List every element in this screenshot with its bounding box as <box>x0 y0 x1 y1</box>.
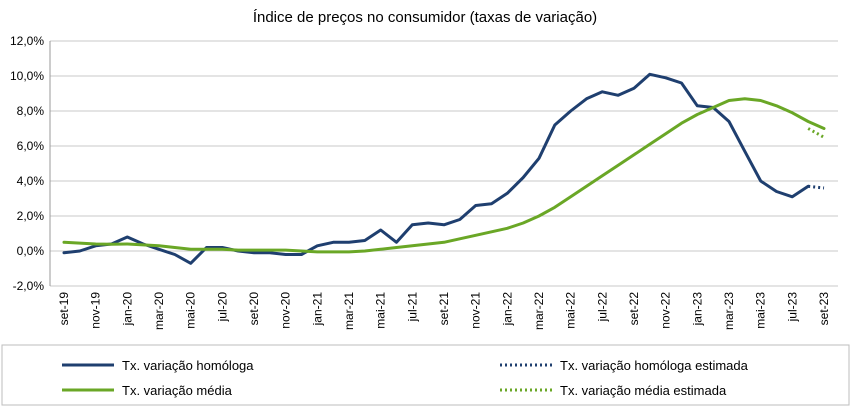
x-tick-label: set-22 <box>627 292 641 326</box>
legend-label: Tx. variação homóloga <box>122 358 254 373</box>
series-lines <box>62 72 826 265</box>
x-tick-label: jul-21 <box>405 292 419 323</box>
x-tick-label: set-21 <box>437 292 451 326</box>
x-axis: set-19 nov-19 jan-20 mar-20 mai-20 jul-20 set-… <box>57 292 831 330</box>
series-line-tx-variacao-media-estimada <box>807 127 825 139</box>
series-line-tx-variacao-homologa <box>62 72 810 265</box>
legend: Tx. variação homóloga Tx. variação homólo… <box>62 358 749 398</box>
x-tick-label: nov-20 <box>279 292 293 329</box>
x-tick-label: nov-19 <box>89 292 103 329</box>
x-tick-label: jul-22 <box>595 292 609 323</box>
gridlines <box>50 40 838 287</box>
x-tick-label: mar-23 <box>722 292 736 330</box>
legend-label: Tx. variação média <box>122 383 233 398</box>
legend-label: Tx. variação homóloga estimada <box>560 358 749 373</box>
x-tick-label: jan-21 <box>310 292 324 327</box>
legend-label: Tx. variação média estimada <box>560 383 727 398</box>
y-tick-label: 12,0% <box>10 34 44 48</box>
legend-box <box>1 344 850 406</box>
y-axis: -2,0% 0,0% 2,0% 4,0% 6,0% 8,0% 10,0% 12,0% <box>10 34 51 293</box>
series-line-tx-variacao-homologa-estimada <box>808 184 825 190</box>
x-tick-label: set-23 <box>817 292 831 326</box>
x-tick-label: mai-23 <box>754 292 768 329</box>
x-tick-label: set-20 <box>247 292 261 326</box>
x-tick-label: mar-20 <box>152 292 166 330</box>
y-tick-label: 8,0% <box>17 104 45 118</box>
x-tick-label: jan-23 <box>690 292 704 327</box>
y-tick-label: 0,0% <box>17 244 45 258</box>
x-tick-label: jul-23 <box>785 292 799 323</box>
x-tick-label: nov-22 <box>659 292 673 329</box>
y-tick-label: 10,0% <box>10 69 44 83</box>
x-tick-label: jan-20 <box>120 292 134 327</box>
y-tick-label: 6,0% <box>17 139 45 153</box>
y-tick-label: -2,0% <box>13 279 45 293</box>
series-line-tx-variacao-media <box>62 97 826 254</box>
x-tick-label: nov-21 <box>469 292 483 329</box>
x-tick-label: set-19 <box>57 292 71 326</box>
x-tick-label: mar-21 <box>342 292 356 330</box>
x-tick-label: mai-22 <box>564 292 578 329</box>
x-tick-label: mai-21 <box>374 292 388 329</box>
x-tick-label: mai-20 <box>184 292 198 329</box>
x-tick-label: mar-22 <box>532 292 546 330</box>
y-tick-label: 4,0% <box>17 174 45 188</box>
x-tick-label: jan-22 <box>500 292 514 327</box>
x-tick-label: jul-20 <box>215 292 229 323</box>
y-tick-label: 2,0% <box>17 209 45 223</box>
chart-title: Índice de preços no consumidor (taxas de… <box>253 9 597 26</box>
